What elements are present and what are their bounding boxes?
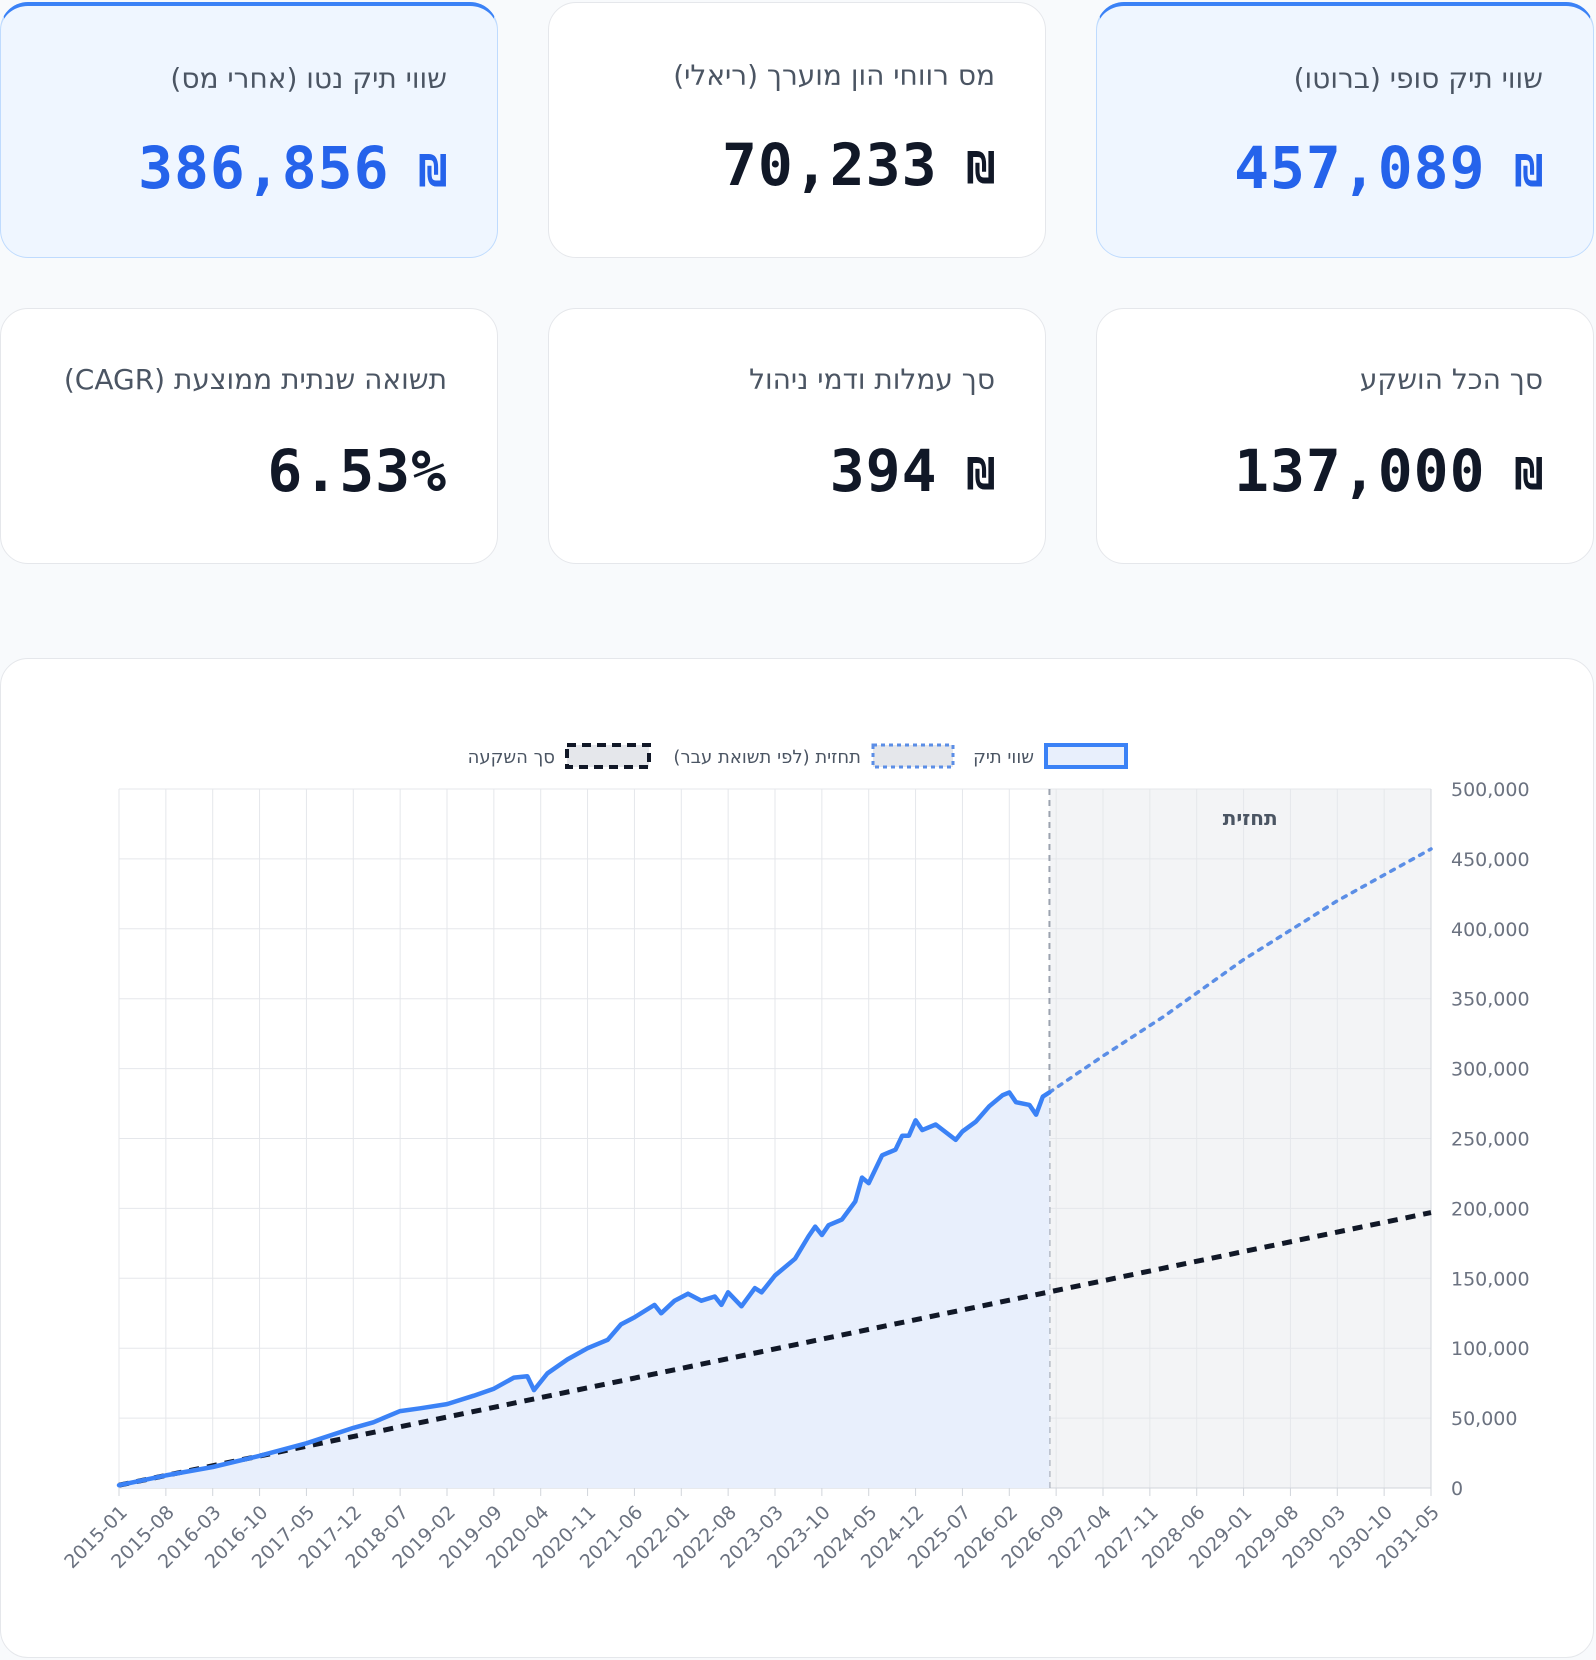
capital-gains-tax-amount: 70,233 [721,131,938,199]
y-tick-label: 500,000 [1451,779,1530,801]
shekel-symbol: ₪ [1515,146,1543,198]
shekel-symbol: ₪ [967,143,995,195]
cagr-card: תשואה שנתית ממוצעת (CAGR) 6.53% [0,308,498,564]
y-tick-label: 150,000 [1451,1268,1530,1290]
y-tick-label: 400,000 [1451,919,1530,941]
y-tick-label: 0 [1451,1478,1463,1500]
gross-final-value: 457,089 ₪ [1234,134,1543,202]
total-invested-label: סך הכל הושקע [1359,363,1543,396]
forecast-series-line [1047,847,1433,1095]
capital-gains-tax-card: מס רווחי הון מוערך (ריאלי) 70,233 ₪ [548,2,1046,258]
shekel-symbol: ₪ [967,449,995,501]
legend-label-forecast: תחזית (לפי תשואת עבר) [673,747,861,768]
y-tick-label: 50,000 [1451,1408,1517,1430]
chart-card: תחזית 0 50,000 100,000 150,000 200,000 250,000… [0,658,1594,1658]
shekel-symbol: ₪ [1515,449,1543,501]
chart-legend: שווי תיק תחזית (לפי תשואת עבר) סך השקעה [468,743,1128,769]
cagr-label: תשואה שנתית ממוצעת (CAGR) [63,363,447,396]
net-value: 386,856 ₪ [138,134,447,202]
y-tick-label: 300,000 [1451,1059,1530,1081]
shekel-symbol: ₪ [419,146,447,198]
net-value-amount: 386,856 [138,134,390,202]
legend-swatch-invested [565,743,651,769]
gross-final-amount: 457,089 [1234,134,1486,202]
gross-final-value-card: שווי תיק סופי (ברוטו) 457,089 ₪ [1096,2,1594,258]
legend-swatch-portfolio [1044,743,1128,769]
capital-gains-tax-value: 70,233 ₪ [722,131,995,199]
portfolio-chart: תחזית 0 50,000 100,000 150,000 200,000 250,000… [60,743,1530,1573]
portfolio-area-fill [119,1092,1050,1488]
forecast-region-label: תחזית [1223,806,1278,830]
fees-card: סך עמלות ודמי ניהול 394 ₪ [548,308,1046,564]
net-value-card: שווי תיק נטו (אחרי מס) 386,856 ₪ [0,2,498,258]
y-tick-label: 100,000 [1451,1338,1530,1360]
y-tick-label: 200,000 [1451,1198,1530,1220]
total-invested-card: סך הכל הושקע 137,000 ₪ [1096,308,1594,564]
gross-final-value-label: שווי תיק סופי (ברוטו) [1293,62,1543,95]
total-invested-amount: 137,000 [1234,437,1486,505]
fees-amount: 394 [829,437,938,505]
y-tick-label: 350,000 [1451,989,1530,1011]
y-tick-label: 450,000 [1451,849,1530,871]
fees-value: 394 ₪ [830,437,995,505]
invested-series-line [118,1210,1432,1488]
capital-gains-tax-label: מס רווחי הון מוערך (ריאלי) [673,59,995,92]
legend-label-portfolio: שווי תיק [973,747,1034,768]
portfolio-series-line [116,1090,1052,1488]
legend-label-invested: סך השקעה [468,747,555,768]
cagr-value: 6.53% [267,437,447,505]
fees-label: סך עמלות ודמי ניהול [749,363,995,396]
net-value-label: שווי תיק נטו (אחרי מס) [170,62,447,95]
total-invested-value: 137,000 ₪ [1234,437,1543,505]
y-tick-label: 250,000 [1451,1129,1530,1151]
legend-swatch-forecast [871,743,955,769]
